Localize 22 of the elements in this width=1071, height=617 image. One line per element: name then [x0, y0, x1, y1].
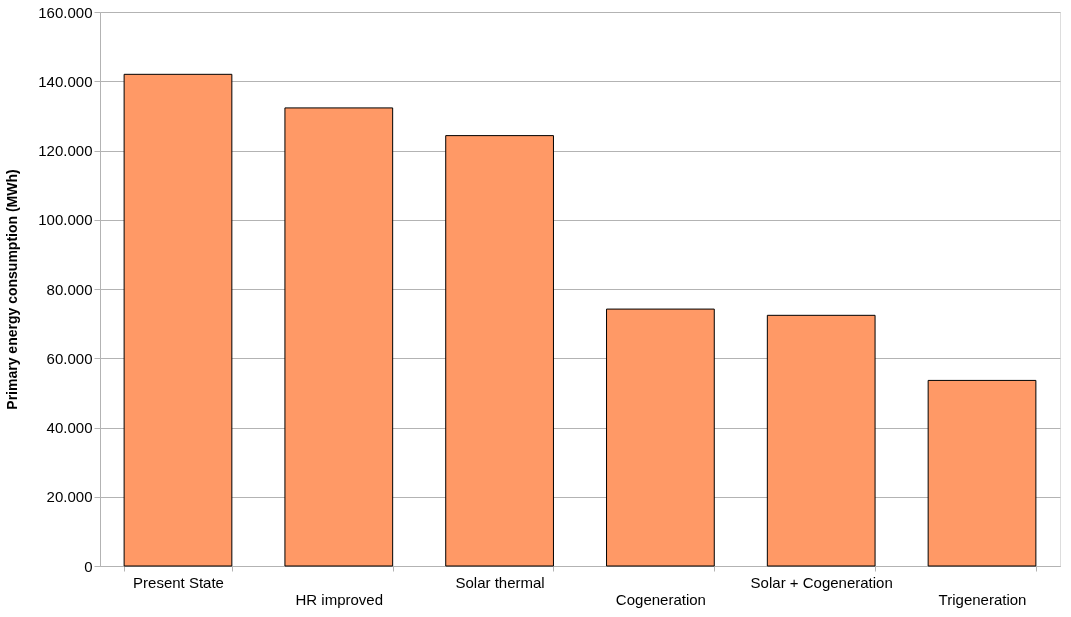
bar	[606, 308, 715, 567]
bar	[766, 314, 876, 567]
y-tick-label: 40.000	[46, 419, 93, 436]
x-tick-label: Trigeneration	[938, 590, 1027, 608]
bar	[123, 73, 233, 567]
x-tick-label: Solar + Cogeneration	[750, 573, 893, 591]
bar	[927, 379, 1037, 567]
y-tick-label: 140.000	[38, 72, 93, 90]
x-tick-label: Present State	[133, 573, 224, 591]
bar	[284, 107, 394, 567]
y-tick-label: 80.000	[46, 280, 93, 298]
y-axis-title: Primary energy consumption (MWh)	[4, 169, 21, 410]
x-tick-label: Cogeneration	[615, 590, 706, 608]
x-tick-label: HR improved	[295, 590, 384, 608]
y-tick-label: 60.000	[46, 349, 93, 367]
y-tick-label: 100.000	[38, 211, 93, 229]
y-tick-label: 160.000	[38, 3, 93, 21]
y-tick-label: 20.000	[46, 488, 93, 506]
y-tick-label: 120.000	[38, 142, 93, 159]
y-tick-label: 0	[84, 557, 93, 575]
x-tick-label: Solar thermal	[455, 573, 545, 591]
bar	[445, 135, 554, 567]
